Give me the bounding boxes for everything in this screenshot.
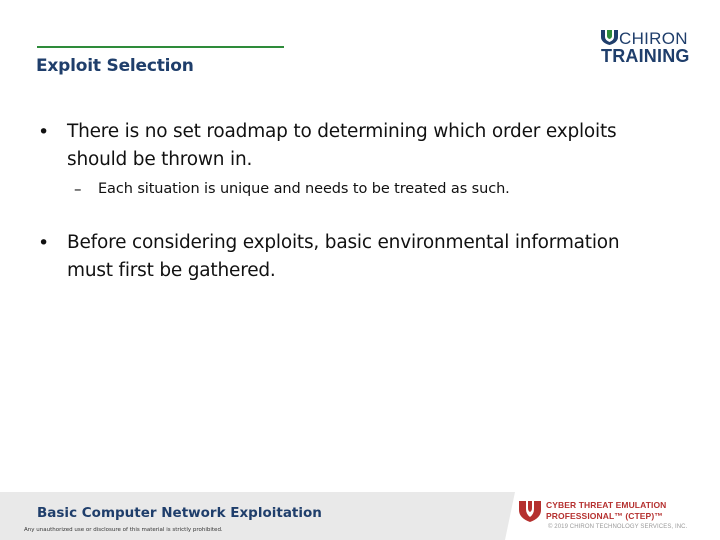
bullet-line: should be thrown in.	[67, 149, 253, 170]
slide-body: • There is no set roadmap to determining…	[38, 118, 678, 285]
bullet-line: There is no set roadmap to determining w…	[67, 121, 617, 142]
bullet-line: Before considering exploits, basic envir…	[67, 232, 620, 253]
bullet-item: • There is no set roadmap to determining…	[38, 118, 678, 174]
copyright-notice: © 2019 CHIRON TECHNOLOGY SERVICES, INC.	[548, 524, 688, 530]
title-divider	[37, 46, 284, 48]
chiron-shield-icon	[601, 30, 618, 45]
program-name-line2: PROFESSIONAL™ (CTEP)™	[546, 511, 663, 521]
chiron-training-logo: CHIRON TRAINING	[601, 28, 693, 68]
ctep-shield-icon	[519, 501, 541, 522]
sub-bullet-item: – Each situation is unique and needs to …	[38, 177, 678, 201]
slide-title: Exploit Selection	[36, 56, 194, 76]
bullet-dot-icon: •	[38, 232, 50, 254]
legal-notice: Any unauthorized use or disclosure of th…	[24, 527, 223, 533]
bullet-item: • Before considering exploits, basic env…	[38, 229, 678, 285]
dash-icon: –	[74, 180, 82, 198]
logo-training-text: TRAINING	[601, 46, 690, 66]
program-name-line1: CYBER THREAT EMULATION	[546, 500, 667, 510]
footer-brand-panel	[505, 492, 720, 540]
bullet-line: must first be gathered.	[67, 260, 276, 281]
course-name: Basic Computer Network Exploitation	[37, 505, 322, 521]
logo-chiron-text: CHIRON	[619, 29, 688, 48]
sub-bullet-text: Each situation is unique and needs to be…	[98, 181, 510, 197]
bullet-dot-icon: •	[38, 121, 50, 143]
